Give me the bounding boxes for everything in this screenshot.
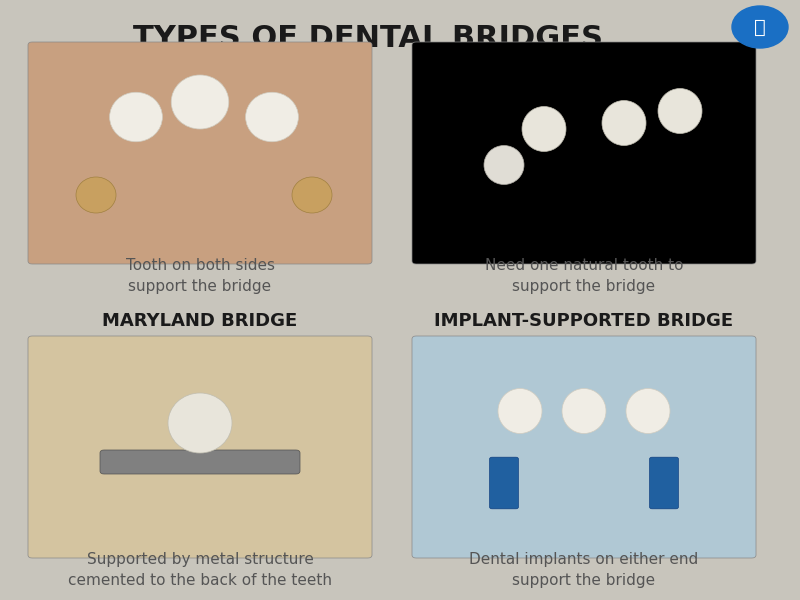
Text: MARYLAND BRIDGE: MARYLAND BRIDGE: [102, 312, 298, 330]
Ellipse shape: [76, 177, 116, 213]
Text: TRADITIONAL BRIDGE: TRADITIONAL BRIDGE: [90, 45, 310, 63]
FancyBboxPatch shape: [650, 457, 678, 509]
FancyBboxPatch shape: [412, 336, 756, 558]
Ellipse shape: [626, 389, 670, 433]
Ellipse shape: [246, 92, 298, 142]
Ellipse shape: [658, 89, 702, 134]
Ellipse shape: [484, 146, 524, 185]
Text: Tooth on both sides
support the bridge: Tooth on both sides support the bridge: [126, 258, 274, 294]
Ellipse shape: [292, 177, 332, 213]
FancyBboxPatch shape: [28, 336, 372, 558]
Text: CANTILEVER BRIDGE: CANTILEVER BRIDGE: [481, 45, 687, 63]
Text: Dental implants on either end
support the bridge: Dental implants on either end support th…: [470, 552, 698, 588]
Ellipse shape: [562, 389, 606, 433]
Ellipse shape: [110, 92, 162, 142]
FancyBboxPatch shape: [412, 42, 756, 264]
Text: Supported by metal structure
cemented to the back of the teeth: Supported by metal structure cemented to…: [68, 552, 332, 588]
FancyBboxPatch shape: [490, 457, 518, 509]
Ellipse shape: [171, 75, 229, 129]
Text: Need one natural tooth to
support the bridge: Need one natural tooth to support the br…: [485, 258, 683, 294]
FancyBboxPatch shape: [28, 42, 372, 264]
Text: TYPES OF DENTAL BRIDGES: TYPES OF DENTAL BRIDGES: [133, 24, 603, 53]
Ellipse shape: [498, 389, 542, 433]
Ellipse shape: [522, 107, 566, 152]
Text: IMPLANT-SUPPORTED BRIDGE: IMPLANT-SUPPORTED BRIDGE: [434, 312, 734, 330]
Ellipse shape: [168, 393, 232, 453]
Ellipse shape: [602, 101, 646, 146]
Text: 🦷: 🦷: [754, 17, 766, 37]
FancyBboxPatch shape: [100, 450, 300, 474]
Circle shape: [732, 6, 788, 48]
